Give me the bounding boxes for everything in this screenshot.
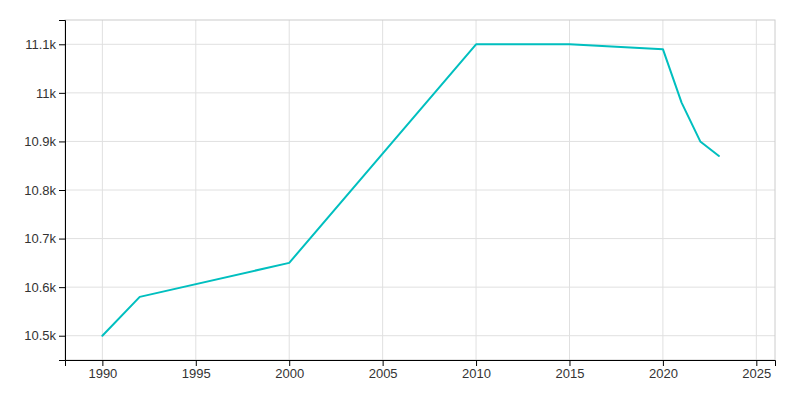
y-tick-mark [59,141,65,142]
x-tick-mark [663,360,664,366]
y-tick-mark [59,239,65,240]
x-axis-line [66,361,776,367]
x-axis: 1990 1995 2000 2005 2010 2015 2020 2025 [66,360,776,381]
x-tick-mark [756,360,757,366]
y-tick-mark [59,44,65,45]
x-tick-mark [102,360,103,366]
y-axis: 10.5k 10.6k 10.7k 10.8k 10.9k 11k 11.1k [24,21,65,361]
grid-line-y [65,44,775,45]
y-tick: 10.7k [24,231,65,246]
x-tick-label: 2015 [556,366,585,381]
x-tick-label: 1990 [88,366,117,381]
y-tick-mark [59,93,65,94]
grid-line-y [65,238,775,239]
x-tick: 1995 [182,360,211,381]
y-tick-label: 10.9k [24,134,56,149]
grid [65,20,775,360]
grid-line-y [65,141,775,142]
plot: 1990199520002005201020152020202510.5k10.… [24,20,775,381]
grid-line-y [65,287,775,288]
y-tick: 11k [36,86,65,101]
marks [102,44,719,335]
chart: 1990199520002005201020152020202510.5k10.… [0,0,800,400]
y-tick: 10.5k [24,328,65,343]
grid-line-y [65,335,775,336]
y-tick: 10.6k [24,280,65,295]
x-tick: 2015 [556,360,585,381]
x-tick-mark [569,360,570,366]
y-tick: 10.9k [24,134,65,149]
x-tick-label: 2010 [462,366,491,381]
x-tick-mark [289,360,290,366]
x-tick-label: 1995 [182,366,211,381]
y-tick-label: 11k [36,86,56,101]
y-tick: 11.1k [25,37,65,52]
grid-line-y [65,190,775,191]
y-tick-mark [59,336,65,337]
y-tick-mark [59,287,65,288]
x-tick: 2005 [369,360,398,381]
grid-line-y [65,92,775,93]
x-tick-label: 2005 [369,366,398,381]
y-tick-label: 10.5k [24,328,56,343]
x-tick-mark [476,360,477,366]
y-axis-line [59,21,66,361]
x-tick-mark [196,360,197,366]
y-tick-label: 10.8k [24,183,56,198]
x-tick-mark [383,360,384,366]
x-tick-label: 2000 [275,366,304,381]
y-tick: 10.8k [24,183,65,198]
x-tick: 2010 [462,360,491,381]
x-tick: 2025 [742,360,771,381]
y-tick-label: 11.1k [25,37,56,52]
y-tick-mark [59,190,65,191]
x-tick-label: 2020 [649,366,678,381]
line [102,44,719,335]
y-tick-label: 10.7k [24,231,56,246]
x-tick: 2020 [649,360,678,381]
x-tick: 2000 [275,360,304,381]
x-tick: 1990 [88,360,117,381]
plot-frame [65,20,775,360]
y-tick-label: 10.6k [24,280,56,295]
x-tick-label: 2025 [742,366,771,381]
